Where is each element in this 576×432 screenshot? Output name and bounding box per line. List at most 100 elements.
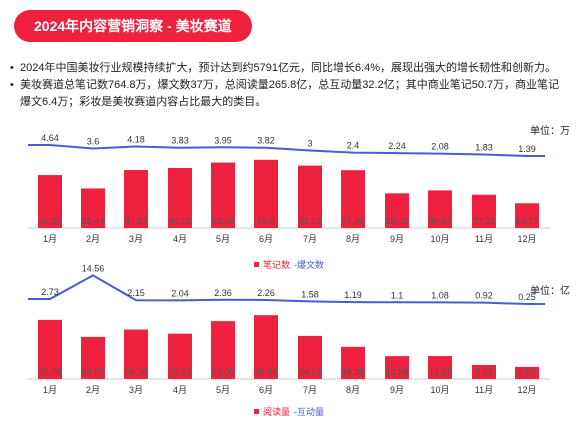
- x-tick-label: 6月: [259, 234, 273, 244]
- line-value-label: 1.39: [518, 144, 536, 154]
- x-tick-label: 10月: [430, 385, 449, 395]
- bar: [81, 188, 105, 228]
- x-tick-label: 5月: [216, 234, 230, 244]
- bar-value-label: 13.11: [429, 367, 451, 377]
- line-value-label: 3.95: [214, 135, 232, 145]
- line-value-label: 2.24: [388, 141, 406, 151]
- bar-value-label: 47.38: [342, 216, 365, 226]
- bullet-item: • 美妆赛道总笔记数764.8万，爆文数37万，总阅读量265.8亿，总互动量3…: [10, 77, 570, 111]
- bar: [254, 315, 278, 379]
- line-value-label: 2.36: [214, 288, 232, 298]
- line-value-label: 4.18: [127, 135, 145, 145]
- line-value-label: 0.92: [475, 291, 493, 301]
- bar-value-label: 30.84: [429, 216, 452, 226]
- bar: [472, 194, 496, 228]
- x-tick-label: 11月: [475, 234, 493, 244]
- x-tick-label: 3月: [129, 385, 143, 395]
- line-value-label: 0.25: [518, 292, 536, 302]
- bar: [341, 170, 365, 228]
- bar: [515, 203, 539, 228]
- legend-line-label: -互动量: [294, 407, 325, 417]
- bar: [341, 346, 365, 379]
- x-tick-label: 7月: [303, 385, 317, 395]
- line-value-label: 3: [307, 139, 312, 149]
- line-value-label: 1.19: [344, 290, 362, 300]
- bullet-dot: •: [10, 62, 14, 74]
- line-value-label: 2.08: [431, 142, 449, 152]
- bar: [385, 193, 409, 228]
- legend-swatch: [254, 409, 259, 414]
- bar-value-label: 36.46: [255, 367, 278, 377]
- bullet-text: 美妆赛道总笔记数764.8万，爆文数37万，总阅读量265.8亿，总互动量32.…: [20, 79, 560, 108]
- line-value-label: 1.1: [391, 290, 404, 300]
- bar-value-label: 6.92: [518, 367, 536, 377]
- x-tick-label: 5月: [216, 385, 230, 395]
- bullet-text: 2024年中国美妆行业规模持续扩大，预计达到约5791亿元，同比增长6.4%，展…: [20, 62, 557, 74]
- line-value-label: 3.6: [87, 136, 100, 146]
- legend-bar-label: 阅读量: [263, 407, 291, 417]
- bar-value-label: 24.05: [82, 367, 105, 377]
- bar: [124, 329, 148, 379]
- bullet-item: • 2024年中国美妆行业规模持续扩大，预计达到约5791亿元，同比增长6.4%…: [10, 60, 570, 77]
- x-tick-label: 11月: [475, 385, 493, 395]
- bar-value-label: 8.01: [475, 367, 493, 377]
- bar: [472, 364, 496, 379]
- bar-value-label: 24.63: [299, 367, 322, 377]
- bar-value-label: 33.06: [212, 367, 235, 377]
- x-tick-label: 8月: [346, 234, 360, 244]
- chart1-legend: 笔记数 -爆文数: [254, 258, 324, 271]
- bar-value-label: 27.31: [473, 216, 496, 226]
- bar: [515, 366, 539, 379]
- line-value-label: 3.82: [257, 136, 275, 146]
- bar: [385, 356, 409, 379]
- x-tick-label: 4月: [173, 385, 187, 395]
- page-title: 2024年内容营销洞察 - 美妆赛道: [14, 10, 252, 42]
- line-value-label: 1.08: [431, 290, 449, 300]
- series-line: [28, 274, 545, 305]
- bar: [298, 165, 322, 228]
- x-tick-label: 3月: [129, 234, 143, 244]
- chart2-unit: 单位：亿: [530, 286, 570, 297]
- bar: [168, 168, 192, 228]
- legend-line-label: -爆文数: [294, 260, 325, 270]
- x-tick-label: 6月: [259, 385, 273, 395]
- bar: [124, 170, 148, 228]
- bar-value-label: 28.28: [125, 367, 148, 377]
- x-tick-label: 2月: [86, 234, 100, 244]
- line-value-label: 2.4: [347, 141, 360, 151]
- bar-value-label: 32.44: [82, 216, 105, 226]
- bar-value-label: 25.91: [169, 367, 192, 377]
- bar-value-label: 33.78: [39, 367, 62, 377]
- bar-value-label: 47.52: [125, 216, 148, 226]
- chart2-legend: 阅读量 -互动量: [254, 405, 324, 418]
- legend-bar-label: 笔记数: [263, 260, 291, 270]
- bar-value-label: 43.39: [39, 216, 62, 226]
- bar-value-label: 49.18: [169, 216, 192, 226]
- x-tick-label: 1月: [43, 385, 57, 395]
- bar: [254, 159, 278, 228]
- bar-value-label: 18.38: [342, 367, 365, 377]
- bar-value-label: 20.27: [516, 216, 539, 226]
- x-tick-label: 9月: [390, 234, 404, 244]
- x-tick-label: 1月: [43, 234, 57, 244]
- bar: [38, 319, 62, 379]
- bar-value-label: 55.9: [257, 216, 275, 226]
- bullet-dot: •: [10, 79, 14, 91]
- bar: [428, 356, 452, 379]
- bar-value-label: 51.13: [299, 216, 322, 226]
- line-value-label: 14.56: [82, 263, 105, 273]
- x-tick-label: 8月: [346, 385, 360, 395]
- line-value-label: 2.73: [41, 287, 59, 297]
- bar-value-label: 28.42: [386, 216, 409, 226]
- series-line: [28, 143, 545, 157]
- line-value-label: 3.83: [171, 136, 189, 146]
- bar: [81, 336, 105, 379]
- line-value-label: 4.64: [41, 133, 59, 143]
- x-tick-label: 9月: [390, 385, 404, 395]
- line-value-label: 2.15: [127, 288, 145, 298]
- chart1-unit: 单位：万: [530, 126, 570, 137]
- x-tick-label: 4月: [173, 234, 187, 244]
- x-tick-label: 2月: [86, 385, 100, 395]
- x-tick-label: 7月: [303, 234, 317, 244]
- line-value-label: 1.58: [301, 289, 319, 299]
